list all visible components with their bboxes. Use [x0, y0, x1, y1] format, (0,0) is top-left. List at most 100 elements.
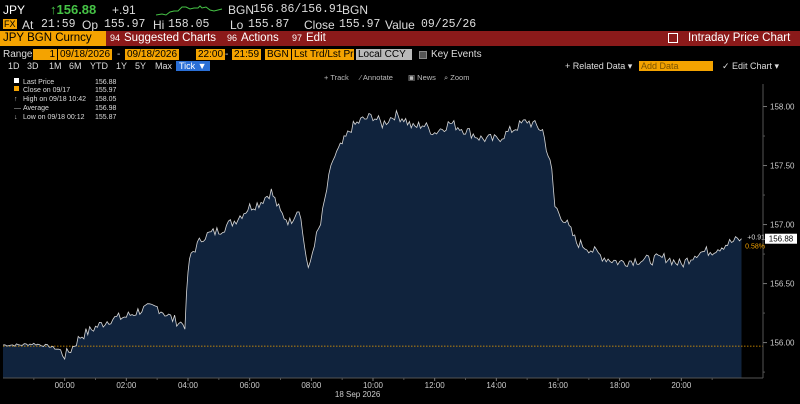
legend-close-label: Close on 09/17	[23, 87, 70, 94]
net-change: +.91	[112, 3, 136, 17]
price-line	[2, 109, 742, 361]
quote-header: JPY ↑156.88 +.91 BGN 156.86/156.91 BGN	[0, 2, 800, 18]
quote-source: BGN	[342, 3, 369, 17]
range-label: Range	[3, 49, 33, 60]
y-tick-label: 156.50	[770, 280, 795, 289]
external-link-icon	[668, 33, 678, 43]
x-tick-label: 04:00	[178, 381, 199, 390]
intraday-chart[interactable]: 00:00 02:00 04:00 06:00 08:00 10:00 12:00 14:00…	[0, 72, 800, 404]
close-label: Close	[304, 18, 335, 32]
legend-low-value: 155.87	[95, 114, 117, 121]
period-1y[interactable]: 1Y	[116, 61, 128, 71]
end-date-field[interactable]: 09/18/2026	[125, 49, 180, 60]
legend-low-label: Low on 09/18 00:12	[23, 114, 85, 121]
edit-chart-menu[interactable]: ✓ Edit Chart ▾	[722, 61, 780, 71]
key-events-label: Key Events	[431, 49, 482, 60]
y-tick-label: 157.00	[770, 221, 795, 230]
suggested-charts-num: 94	[110, 33, 121, 43]
y-tick-label: 158.00	[770, 103, 795, 112]
period-6m[interactable]: 6M	[69, 61, 82, 71]
key-events-checkbox[interactable]	[419, 51, 427, 59]
ticker[interactable]: JPY	[3, 3, 26, 17]
x-tick-label: 16:00	[548, 381, 569, 390]
actions-num: 96	[227, 33, 238, 43]
legend-close-swatch	[14, 86, 19, 91]
legend-high-marker: ↑	[14, 96, 18, 103]
period-max[interactable]: Max	[155, 61, 173, 71]
legend-low-marker: ↓	[14, 114, 18, 121]
x-tick-label: 12:00	[425, 381, 446, 390]
low-value: 155.87	[248, 18, 290, 31]
news-tool[interactable]: ▣ News	[408, 73, 436, 82]
close-value: 155.97	[339, 18, 381, 31]
high-value: 158.05	[168, 18, 210, 31]
quote-details: FX At 21:59 Op 155.97 Hi 158.05 Lo 155.8…	[0, 18, 800, 32]
high-label: Hi	[153, 18, 165, 32]
at-time: 21:59	[41, 18, 76, 31]
x-date-label: 18 Sep 2026	[335, 390, 381, 399]
bid-ask: 156.86/156.91	[253, 3, 343, 16]
range-number[interactable]: 1	[33, 49, 57, 60]
date-separator: -	[117, 49, 121, 60]
last-price-tag	[765, 233, 797, 244]
open-value: 155.97	[104, 18, 146, 31]
x-tick-label: 14:00	[486, 381, 507, 390]
x-tick-label: 18:00	[610, 381, 631, 390]
related-data-menu[interactable]: + Related Data ▾	[565, 61, 633, 71]
last-price-tag-label: 156.88	[769, 235, 794, 244]
at-label: At	[22, 18, 34, 32]
fx-badge: FX	[3, 19, 17, 29]
legend-average-marker: —	[14, 105, 21, 112]
suggested-charts-menu[interactable]: Suggested Charts	[124, 32, 217, 44]
source-field[interactable]: BGN	[265, 49, 291, 60]
edit-num: 97	[292, 33, 303, 43]
period-ytd[interactable]: YTD	[90, 61, 108, 71]
start-date-field[interactable]: 09/18/2026	[58, 49, 113, 60]
period-5y[interactable]: 5Y	[135, 61, 147, 71]
chart-title: Intraday Price Chart	[688, 32, 791, 44]
x-tick-label: 20:00	[671, 381, 692, 390]
bid-ask-source: BGN	[228, 3, 255, 17]
legend-high-value: 158.05	[95, 96, 117, 103]
period-3d[interactable]: 3D	[27, 61, 39, 71]
open-label: Op	[82, 18, 99, 32]
last-price: ↑156.88	[50, 2, 97, 17]
sparkline	[156, 5, 223, 16]
x-tick-label: 02:00	[116, 381, 137, 390]
track-tool[interactable]: + Track	[324, 73, 349, 82]
legend-last-label: Last Price	[23, 79, 54, 86]
value-date: 09/25/26	[421, 18, 477, 31]
low-label: Lo	[230, 18, 244, 32]
legend-high-label: High on 09/18 10:42	[23, 96, 86, 103]
period-1d[interactable]: 1D	[8, 61, 20, 71]
end-time-field[interactable]: 21:59	[232, 49, 262, 60]
period-1m[interactable]: 1M	[49, 61, 62, 71]
time-separator: -	[225, 49, 229, 60]
period-tick[interactable]: Tick ▼	[176, 61, 210, 71]
legend-last-swatch	[14, 78, 19, 83]
legend-average-label: Average	[23, 105, 49, 112]
add-data-input[interactable]: Add Data	[639, 61, 713, 71]
edit-menu[interactable]: Edit	[306, 32, 326, 44]
start-time-field[interactable]: 22:00	[196, 49, 226, 60]
period-bar: 1D 3D 1M 6M YTD 1Y 5Y Max Tick ▼ + Relat…	[0, 61, 800, 72]
function-toolbar: JPY BGN Curncy 94 Suggested Charts 96 Ac…	[0, 31, 800, 46]
security-field[interactable]: JPY BGN Curncy	[0, 31, 106, 46]
legend-average-value: 156.98	[95, 105, 117, 112]
y-tick-label: 157.50	[770, 162, 795, 171]
value-label: Value	[385, 18, 415, 32]
legend: Last Price 156.88 Close on 09/17 155.97 …	[14, 78, 117, 121]
price-area	[3, 110, 742, 378]
currency-field[interactable]: Local CCY	[356, 49, 412, 60]
y-tick-label: 156.00	[770, 339, 795, 348]
actions-menu[interactable]: Actions	[241, 32, 279, 44]
x-tick-label: 10:00	[363, 381, 384, 390]
x-tick-label: 00:00	[55, 381, 76, 390]
range-bar: Range 1 09/18/2026 - 09/18/2026 22:00 - …	[0, 48, 800, 62]
legend-close-value: 155.97	[95, 87, 117, 94]
market-field[interactable]: Lst Trd/Lst Pr	[292, 49, 354, 60]
change-pct-label: 0.58%	[745, 244, 765, 251]
annotate-tool[interactable]: ⁄ Annotate	[358, 73, 393, 82]
change-label: +0.91	[747, 235, 765, 242]
zoom-tool[interactable]: ⌕ Zoom	[444, 73, 469, 82]
